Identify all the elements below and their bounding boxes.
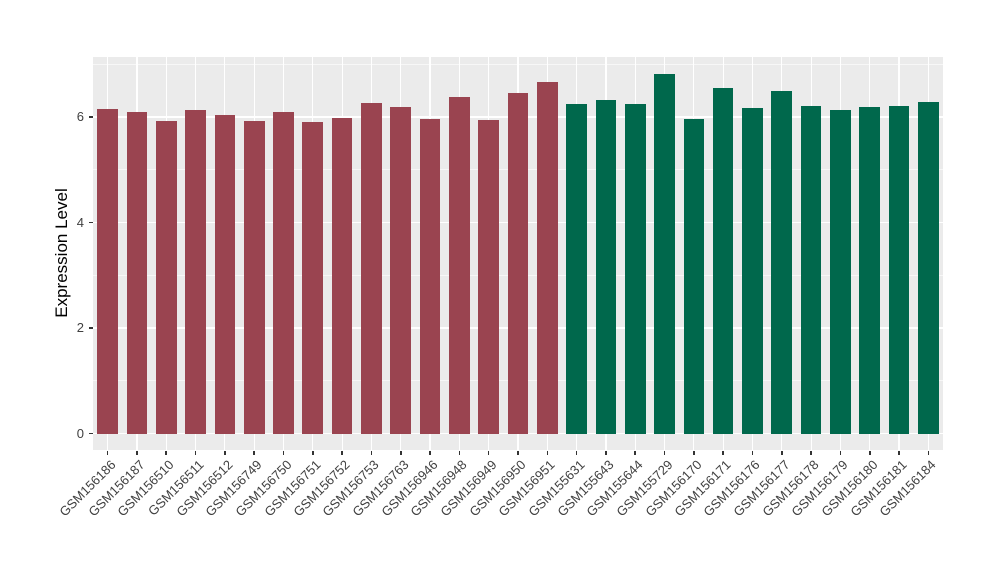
x-tick-mark bbox=[106, 450, 109, 455]
x-tick-mark bbox=[605, 450, 607, 455]
x-tick-mark bbox=[136, 450, 138, 455]
x-tick-mark bbox=[341, 450, 343, 455]
x-tick-mark bbox=[253, 450, 255, 455]
bar bbox=[918, 101, 939, 434]
bar bbox=[419, 118, 441, 434]
bar bbox=[654, 73, 675, 434]
x-tick-mark bbox=[634, 450, 637, 455]
x-tick-mark bbox=[458, 450, 461, 455]
bar bbox=[888, 105, 910, 434]
x-tick-mark bbox=[693, 450, 695, 455]
bar bbox=[830, 109, 851, 434]
bar bbox=[742, 107, 763, 434]
y-tick-label: 4 bbox=[76, 214, 84, 230]
bar bbox=[859, 106, 881, 434]
x-tick-mark bbox=[868, 450, 871, 455]
bar bbox=[712, 88, 734, 434]
bar bbox=[624, 103, 646, 434]
bar bbox=[536, 82, 558, 434]
bar bbox=[595, 100, 617, 434]
bar bbox=[185, 109, 206, 434]
x-tick-mark bbox=[927, 450, 930, 455]
bar bbox=[390, 106, 412, 434]
bar bbox=[478, 120, 499, 434]
bar bbox=[273, 112, 294, 434]
bar bbox=[126, 112, 148, 434]
y-tick-label: 6 bbox=[76, 109, 84, 124]
bar bbox=[566, 103, 587, 434]
bar bbox=[507, 92, 529, 434]
x-tick-mark bbox=[780, 450, 783, 455]
bar bbox=[214, 114, 236, 434]
x-tick-mark bbox=[810, 450, 812, 455]
x-tick-mark bbox=[722, 450, 724, 455]
y-axis-title: Expression Level bbox=[52, 188, 71, 318]
bar bbox=[97, 108, 118, 434]
y-tick-mark bbox=[88, 432, 93, 435]
x-tick-mark bbox=[282, 450, 285, 455]
bar bbox=[331, 117, 353, 434]
y-tick-mark bbox=[88, 116, 93, 118]
y-tick-label: 0 bbox=[76, 425, 84, 441]
plot-panel bbox=[93, 57, 943, 450]
x-tick-mark bbox=[224, 450, 226, 455]
y-tick-mark bbox=[88, 221, 93, 224]
bar bbox=[449, 96, 470, 434]
bar bbox=[243, 120, 265, 434]
y-tick-mark bbox=[88, 327, 93, 329]
bar bbox=[155, 120, 177, 434]
x-tick-mark bbox=[751, 450, 754, 455]
x-tick-mark bbox=[370, 450, 373, 455]
x-tick-mark bbox=[663, 450, 666, 455]
bar bbox=[361, 103, 382, 434]
y-tick-label: 2 bbox=[76, 320, 84, 335]
x-tick-mark bbox=[898, 450, 900, 455]
x-tick-mark bbox=[575, 450, 578, 455]
bar bbox=[800, 106, 822, 434]
x-tick-mark bbox=[839, 450, 842, 455]
x-tick-mark bbox=[487, 450, 490, 455]
bar bbox=[302, 122, 324, 434]
bar bbox=[771, 90, 793, 434]
x-tick-mark bbox=[165, 450, 168, 455]
x-tick-mark bbox=[194, 450, 197, 455]
x-tick-mark bbox=[546, 450, 549, 455]
x-tick-mark bbox=[399, 450, 402, 455]
x-tick-mark bbox=[517, 450, 519, 455]
x-tick-mark bbox=[312, 450, 314, 455]
x-tick-mark bbox=[429, 450, 431, 455]
bar bbox=[683, 119, 705, 434]
